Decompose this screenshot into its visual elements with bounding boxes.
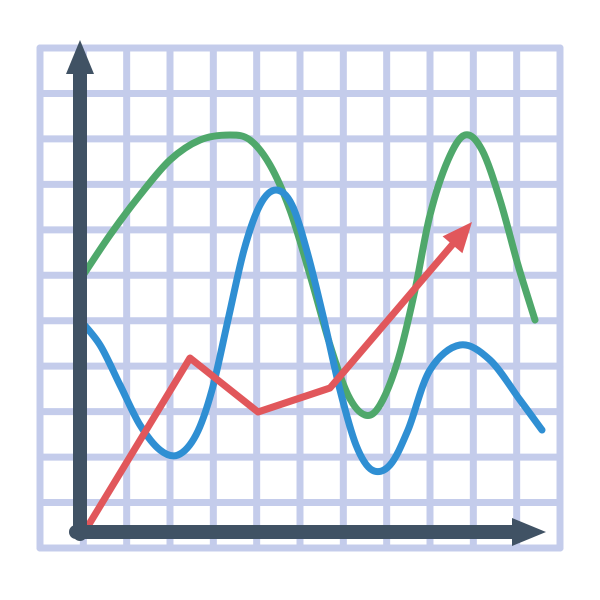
chart-svg — [0, 0, 600, 600]
chart-figure — [0, 0, 600, 600]
